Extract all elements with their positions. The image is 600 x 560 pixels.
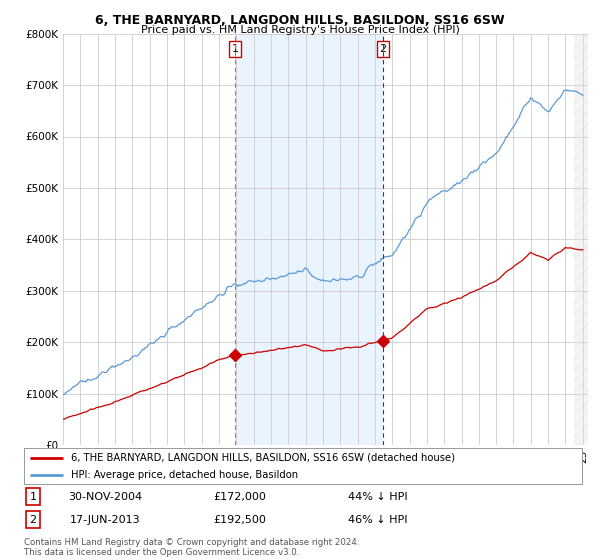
Text: 6, THE BARNYARD, LANGDON HILLS, BASILDON, SS16 6SW (detached house): 6, THE BARNYARD, LANGDON HILLS, BASILDON… [71,453,455,463]
Text: £172,000: £172,000 [214,492,266,502]
Bar [574,34,588,445]
Text: 46% ↓ HPI: 46% ↓ HPI [348,515,408,525]
Text: HPI: Average price, detached house, Basildon: HPI: Average price, detached house, Basi… [71,470,299,480]
Text: Contains HM Land Registry data © Crown copyright and database right 2024.
This d: Contains HM Land Registry data © Crown c… [24,538,359,557]
Text: 17-JUN-2013: 17-JUN-2013 [70,515,140,525]
Text: 44% ↓ HPI: 44% ↓ HPI [348,492,408,502]
Text: 2: 2 [379,44,386,54]
Text: 1: 1 [232,44,238,54]
Text: Price paid vs. HM Land Registry's House Price Index (HPI): Price paid vs. HM Land Registry's House … [140,25,460,35]
Text: 30-NOV-2004: 30-NOV-2004 [68,492,142,502]
Text: 2: 2 [29,515,37,525]
Text: £192,500: £192,500 [214,515,266,525]
Text: 6, THE BARNYARD, LANGDON HILLS, BASILDON, SS16 6SW: 6, THE BARNYARD, LANGDON HILLS, BASILDON… [95,14,505,27]
Bar [235,34,383,445]
Text: 1: 1 [29,492,37,502]
